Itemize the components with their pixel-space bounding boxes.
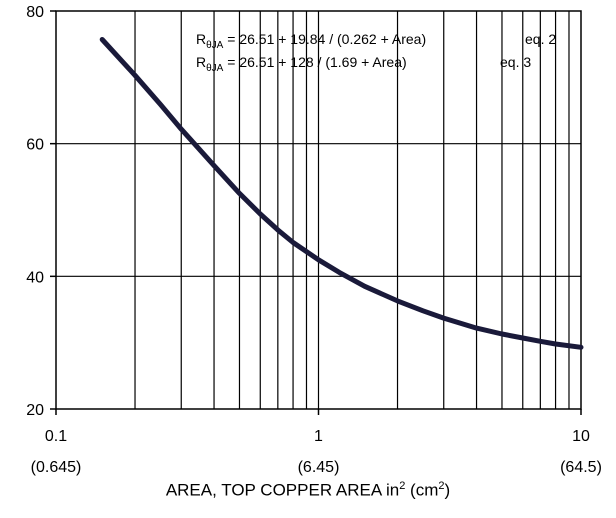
data-point xyxy=(475,326,478,330)
annotation-formula: = 26.51 + 128 / (1.69 + Area) xyxy=(223,54,406,70)
annotation-symbol: R xyxy=(196,54,206,70)
x-tick-label: 10 xyxy=(572,428,590,445)
data-point xyxy=(338,271,341,274)
x-axis-label-text: AREA, TOP COPPER AREA in xyxy=(165,480,400,500)
data-point xyxy=(421,309,425,313)
annotation-eq-label: eq. 3 xyxy=(500,54,531,70)
series-group xyxy=(99,37,584,350)
annotation-symbol: R xyxy=(196,31,206,47)
data-point xyxy=(276,228,280,232)
grid xyxy=(56,11,581,409)
annotation-subscript: θJA xyxy=(206,40,224,51)
svg-text:RθJA = 26.51 + 128 / (1.69 + A: RθJA = 26.51 + 128 / (1.69 + Area) xyxy=(196,54,407,74)
series-line xyxy=(99,37,584,350)
x-axis-label-unit-close: ) xyxy=(444,480,451,500)
y-tick-label: 60 xyxy=(26,137,44,154)
y-tick-label: 80 xyxy=(26,4,44,21)
data-point xyxy=(363,285,366,288)
annotation-eq3: RθJA = 26.51 + 128 / (1.69 + Area) eq. 3 xyxy=(196,54,531,74)
data-point xyxy=(396,299,399,303)
y-tick-label: 20 xyxy=(26,402,44,419)
x-tick-label: 0.1 xyxy=(45,428,67,445)
data-point xyxy=(212,164,216,167)
data-point xyxy=(500,332,504,336)
data-point xyxy=(180,127,183,131)
x-axis-label: AREA, TOP COPPER AREA in2 (cm2) xyxy=(0,480,616,501)
data-point xyxy=(238,192,241,195)
data-point xyxy=(579,346,583,349)
data-point xyxy=(259,212,262,216)
annotation-formula: = 26.51 + 19.84 / (0.262 + Area) xyxy=(223,31,426,47)
data-point xyxy=(539,340,542,343)
y-tick-label: 40 xyxy=(26,269,44,286)
x-tick-sublabel: (6.45) xyxy=(298,459,340,476)
annotation-eq-label: eq. 2 xyxy=(525,31,556,47)
svg-text:RθJA = 26.51 + 19.84 / (0.262: RθJA = 26.51 + 19.84 / (0.262 + Area) xyxy=(196,31,426,51)
x-axis-label-sup: 2 xyxy=(399,480,406,492)
x-axis-label-sup: 2 xyxy=(438,480,445,492)
data-point xyxy=(159,103,162,106)
data-point xyxy=(101,38,104,41)
data-point xyxy=(442,316,445,320)
data-point xyxy=(554,342,557,346)
x-tick-sublabel: (64.5) xyxy=(560,459,602,476)
annotation-subscript: θJA xyxy=(206,63,224,74)
data-point xyxy=(133,74,137,77)
x-tick-sublabel: (0.645) xyxy=(31,459,82,476)
x-axis-label-unit: (cm xyxy=(405,480,439,500)
data-point xyxy=(317,258,320,261)
data-point xyxy=(291,241,295,244)
annotation-eq2: RθJA = 26.51 + 19.84 / (0.262 + Area) eq… xyxy=(196,31,556,51)
axis-ticks: 20 40 60 80 0.1 (0.645) 1 (6.45) 10 (64.5) xyxy=(26,4,602,476)
x-tick-label: 1 xyxy=(314,428,323,445)
data-point xyxy=(521,336,524,340)
